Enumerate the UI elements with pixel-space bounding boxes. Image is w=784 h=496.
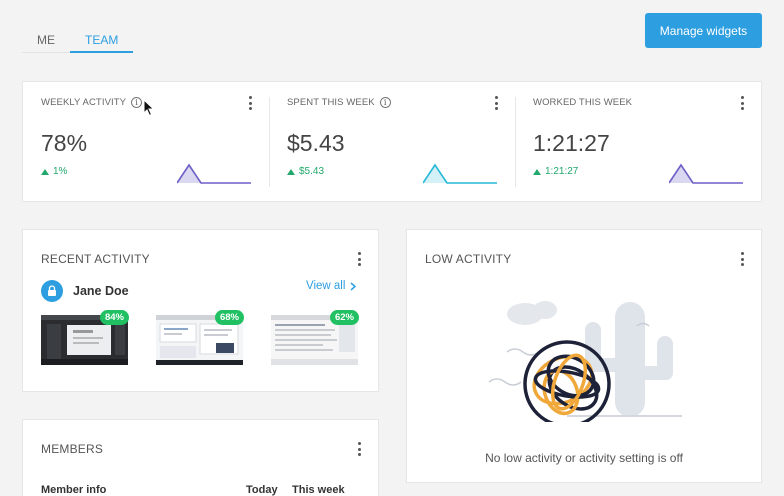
stat-label: WORKED THIS WEEK bbox=[533, 97, 633, 108]
info-icon[interactable]: i bbox=[131, 97, 143, 108]
stat-delta-value: $5.43 bbox=[299, 166, 325, 177]
stat-label: SPENT THIS WEEK bbox=[287, 97, 375, 108]
screenshot-thumbnail[interactable]: 62% bbox=[271, 310, 359, 365]
more-options-icon[interactable] bbox=[493, 96, 499, 110]
empty-state-illustration bbox=[488, 301, 682, 422]
members-widget: MEMBERS Member info Today This week bbox=[22, 419, 379, 496]
screenshot-thumbnail[interactable]: 84% bbox=[41, 310, 129, 365]
stat-label-wrap: WEEKLY ACTIVITY i bbox=[41, 97, 143, 108]
arrow-up-icon bbox=[287, 168, 295, 175]
tab-team[interactable]: TEAM bbox=[70, 28, 134, 53]
stat-weekly-activity: WEEKLY ACTIVITY i 78% 1% bbox=[23, 82, 269, 201]
column-header-today[interactable]: Today bbox=[246, 484, 278, 496]
activity-percent-badge: 62% bbox=[329, 310, 359, 325]
user-row: Jane Doe bbox=[41, 280, 129, 302]
stat-spent-this-week: SPENT THIS WEEK i $5.43 $5.43 bbox=[269, 82, 515, 201]
tab-me[interactable]: ME bbox=[37, 33, 55, 47]
stat-delta-value: 1% bbox=[53, 166, 68, 177]
activity-percent-badge: 84% bbox=[99, 310, 129, 325]
screenshot-image bbox=[156, 315, 243, 365]
stat-delta: 1% bbox=[41, 166, 67, 177]
more-options-icon[interactable] bbox=[739, 96, 745, 110]
stat-value: 78% bbox=[41, 130, 88, 156]
more-options-icon[interactable] bbox=[739, 252, 745, 266]
info-icon[interactable]: i bbox=[379, 97, 391, 108]
sparkline-chart bbox=[177, 163, 251, 184]
stat-delta-value: 1:21:27 bbox=[545, 166, 579, 177]
recent-activity-widget: RECENT ACTIVITY Jane Doe View all bbox=[22, 229, 379, 392]
avatar bbox=[41, 280, 63, 302]
mouse-cursor-icon bbox=[143, 99, 155, 117]
arrow-up-icon bbox=[533, 168, 541, 175]
column-header-member-info[interactable]: Member info bbox=[41, 484, 107, 496]
widget-title: LOW ACTIVITY bbox=[425, 252, 512, 266]
stat-worked-this-week: WORKED THIS WEEK 1:21:27 1:21:27 bbox=[515, 82, 761, 201]
stat-value: 1:21:27 bbox=[533, 130, 610, 156]
empty-state-message: No low activity or activity setting is o… bbox=[485, 451, 683, 465]
activity-percent-badge: 68% bbox=[214, 310, 244, 325]
screenshot-image bbox=[41, 315, 128, 365]
stat-label: WEEKLY ACTIVITY bbox=[41, 97, 127, 108]
more-options-icon[interactable] bbox=[356, 252, 362, 266]
stat-delta: $5.43 bbox=[287, 166, 324, 177]
screenshot-list: 84% 68% bbox=[41, 310, 359, 365]
more-options-icon[interactable] bbox=[356, 442, 362, 456]
more-options-icon[interactable] bbox=[247, 96, 253, 110]
view-all-link[interactable]: View all bbox=[306, 280, 357, 292]
stat-label-wrap: SPENT THIS WEEK i bbox=[287, 97, 391, 108]
arrow-up-icon bbox=[41, 168, 49, 175]
manage-widgets-button[interactable]: Manage widgets bbox=[645, 13, 762, 48]
view-tabs: ME TEAM bbox=[22, 28, 134, 53]
chevron-right-icon bbox=[350, 281, 357, 291]
sparkline-chart bbox=[669, 163, 743, 184]
stats-widget: WEEKLY ACTIVITY i 78% 1% SPENT THIS WEEK… bbox=[22, 81, 762, 202]
screenshot-thumbnail[interactable]: 68% bbox=[156, 310, 244, 365]
widget-title: RECENT ACTIVITY bbox=[41, 252, 150, 266]
sparkline-chart bbox=[423, 163, 497, 184]
view-all-label: View all bbox=[306, 280, 346, 292]
user-name: Jane Doe bbox=[73, 284, 129, 298]
widget-title: MEMBERS bbox=[41, 442, 104, 456]
stat-delta: 1:21:27 bbox=[533, 166, 578, 177]
low-activity-widget: LOW ACTIVITY No low activity or activity… bbox=[406, 229, 762, 483]
stat-label-wrap: WORKED THIS WEEK bbox=[533, 97, 632, 108]
stat-value: $5.43 bbox=[287, 130, 345, 156]
lock-icon bbox=[48, 285, 56, 296]
column-header-this-week[interactable]: This week bbox=[292, 484, 345, 496]
